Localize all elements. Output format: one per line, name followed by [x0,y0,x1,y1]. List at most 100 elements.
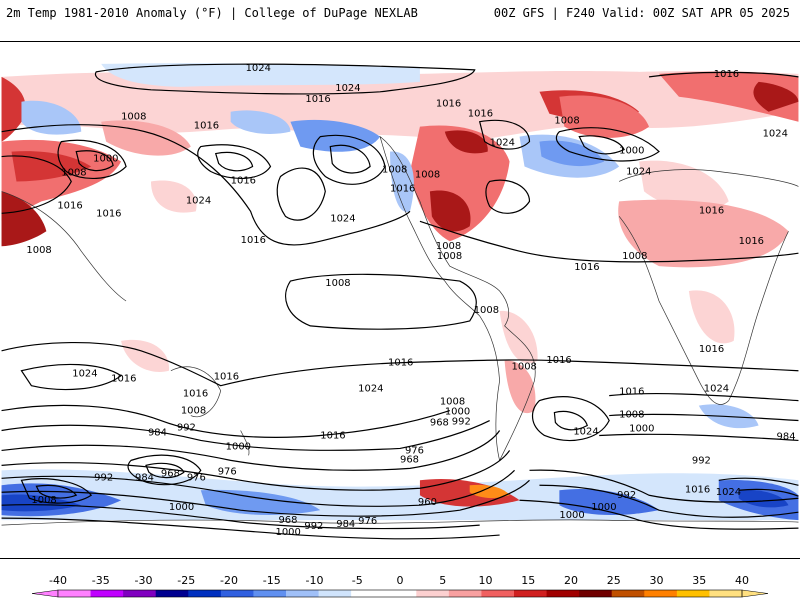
map-title: 2m Temp 1981-2010 Anomaly (°F) | College… [6,6,418,20]
colorbar-swatch [58,590,92,597]
colorbar-tick-label: -5 [352,574,363,587]
anomaly-colorbar: -40 -35 -30 -25 -20 -15 -10 -5 0 5 10 15 20 25 30 35 40 [0,570,800,600]
colorbar-tick-label: -40 [49,574,67,587]
isobar-label: 1008 [325,278,350,289]
colorbar-swatch [286,590,320,597]
isobar-label: 1016 [574,262,599,273]
isobar-label: 976 [405,445,424,456]
isobar-label: 1016 [320,430,345,441]
isobar-label: 992 [304,521,323,532]
colorbar-swatch [155,590,189,597]
isobar-label: 1008 [554,116,579,127]
colorbar-tick-label: -10 [306,574,324,587]
isobar-label: 984 [148,427,167,438]
colorbar-swatch [611,590,645,597]
isobar-label: 1016 [739,236,764,247]
colorbar-swatch [448,590,482,597]
isobar-label: 1016 [436,99,461,110]
colorbar-graphic: -40 -35 -30 -25 -20 -15 -10 -5 0 5 10 15 20 25 30 35 40 [31,574,769,598]
colorbar-swatch [676,590,710,597]
isobar-label: 992 [692,455,711,466]
isobar-label: 1008 [181,406,206,417]
colorbar-swatch [90,590,124,597]
isobar-label: 1016 [699,344,724,355]
isobar-label: 1024 [573,426,598,437]
isobar-label: 1016 [388,358,413,369]
isobar-label: 960 [418,497,437,508]
isobar-label: 1016 [111,374,136,385]
isobar-label: 1008 [121,112,146,123]
anomaly-map: 1024 1024 1016 1016 1008 1016 1000 1008 … [0,41,800,559]
colorbar-swatch [514,590,548,597]
isobar-label: 1016 [714,69,739,80]
colorbar-swatch [546,590,580,597]
isobar-label: 1016 [685,484,710,495]
isobar-label: 1024 [704,384,729,395]
colorbar-swatch [318,590,352,597]
isobar-label: 1008 [415,169,440,180]
isobar-label: 1000 [619,146,644,157]
colorbar-tick-label: -30 [135,574,153,587]
isobar-label: 1000 [275,527,300,538]
colorbar-tick-label: -25 [177,574,195,587]
colorbar-swatch [644,590,678,597]
isobar-label: 992 [452,417,471,428]
isobar-label: 976 [187,472,206,483]
isobar-label: 1008 [26,245,51,256]
isobar-label: 1016 [194,121,219,132]
isobar-label: 1008 [437,251,462,262]
isobar-label: 1024 [626,166,651,177]
isobar-label: 1008 [619,410,644,421]
colorbar-min-arrow [31,589,59,598]
colorbar-tick-label: 30 [650,574,664,587]
isobar-label: 984 [336,519,355,530]
colorbar-tick-label: 0 [397,574,404,587]
isobar-label: 968 [161,468,180,479]
isobar-label: 1000 [226,441,251,452]
colorbar-tick-label: -20 [220,574,238,587]
isobar-label: 984 [135,472,154,483]
isobar-labels: 1024 1024 1016 1016 1008 1016 1000 1008 … [26,63,795,538]
isobar-label: 1008 [474,305,499,316]
isobar-label: 1008 [512,362,537,373]
isobar-label: 1000 [559,510,584,521]
isobar-label: 992 [177,422,196,433]
isobar-label: 1008 [31,495,56,506]
colorbar-swatch [579,590,613,597]
colorbar-swatch [351,590,385,597]
isobar-label: 1016 [305,94,330,105]
colorbar-tick-label: -35 [92,574,110,587]
colorbar-frame [57,589,743,598]
isobar-label: 1016 [231,175,256,186]
isobar-label: 968 [400,454,419,465]
isobar-label: 1008 [382,164,407,175]
colorbar-swatch [253,590,287,597]
isobar-label: 1008 [440,397,465,408]
isobar-label: 1016 [468,109,493,120]
isobar-label: 1016 [96,208,121,219]
colorbar-tick-label: 40 [735,574,749,587]
isobar-label: 1000 [591,502,616,513]
isobar-label: 1024 [186,195,211,206]
isobar-label: 1016 [183,389,208,400]
isobar-label: 976 [218,466,237,477]
colorbar-swatch [416,590,450,597]
colorbar-swatch [220,590,254,597]
isobar-label: 1008 [622,251,647,262]
isobar-contours [1,63,799,540]
isobar-label: 1024 [763,129,788,140]
isobar-label: 1000 [445,407,470,418]
colorbar-tick-label: 10 [479,574,493,587]
isobar-label: 976 [358,516,377,527]
isobar-label: 1008 [436,241,461,252]
coastlines [1,135,799,526]
isobar-label: 968 [278,515,297,526]
colorbar-swatch [481,590,515,597]
isobar-label: 992 [94,472,113,483]
isobar-label: 1024 [72,369,97,380]
isobar-label: 1008 [61,167,86,178]
colorbar-tick-label: 15 [521,574,535,587]
temperature-anomaly-shading [1,63,799,521]
colorbar-swatch [123,590,157,597]
isobar-label: 984 [777,431,796,442]
